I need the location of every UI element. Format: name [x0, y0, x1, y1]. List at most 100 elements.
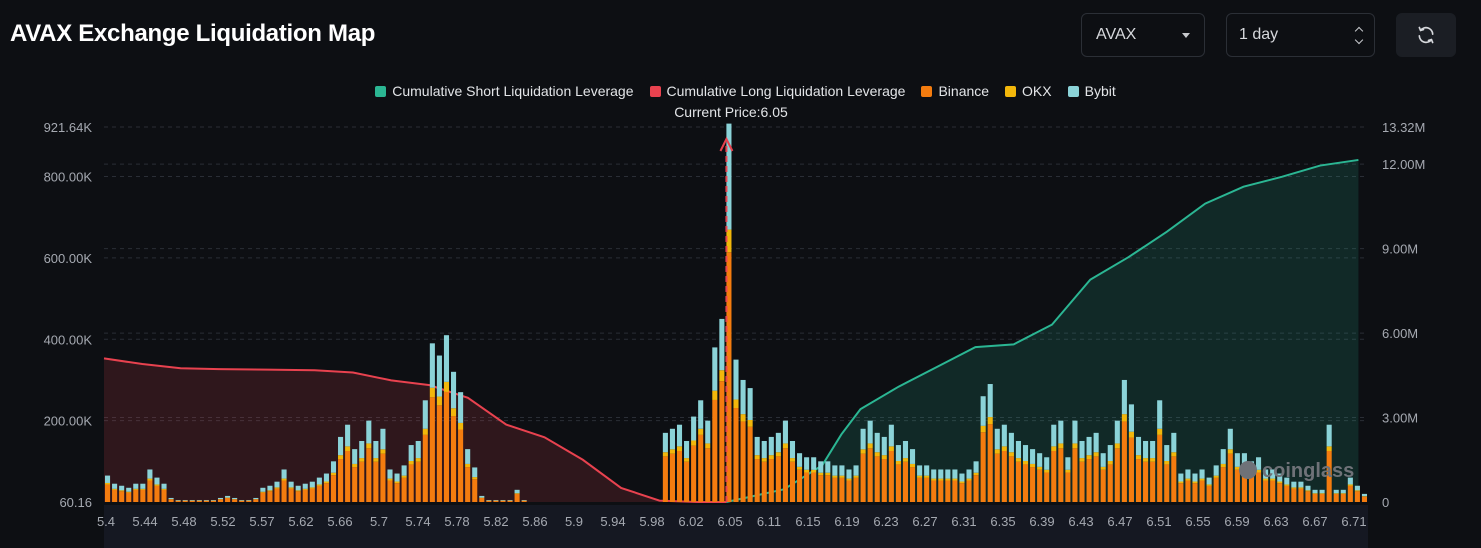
bar-okx: [1185, 478, 1191, 481]
bar-binance: [210, 500, 216, 502]
bar-bybit: [761, 440, 767, 459]
bar-okx: [436, 396, 442, 406]
bar-bybit: [267, 485, 273, 491]
range-select[interactable]: 1 day: [1226, 13, 1375, 57]
bar-okx: [952, 478, 958, 481]
bar-binance: [1298, 488, 1304, 502]
bar-bybit: [825, 461, 831, 473]
bar-bybit: [472, 467, 478, 478]
bar-okx: [818, 472, 824, 476]
bar-binance: [514, 493, 520, 502]
bar-bybit: [1178, 473, 1184, 482]
bar-binance: [1058, 448, 1064, 502]
bar-okx: [1022, 461, 1029, 465]
bar-binance: [133, 489, 139, 502]
bar-binance: [1065, 472, 1071, 502]
bar-bybit: [288, 481, 294, 488]
bar-okx: [429, 387, 435, 398]
bar-bybit: [465, 449, 471, 464]
bar-bybit: [1022, 445, 1029, 462]
bar-binance: [330, 475, 337, 502]
bar-bybit: [726, 123, 732, 230]
bar-binance: [1150, 461, 1156, 502]
bar-bybit: [253, 497, 259, 500]
bar-binance: [895, 464, 901, 502]
bar-binance: [1354, 491, 1360, 502]
bar-binance: [1256, 472, 1262, 502]
bar-binance: [931, 480, 937, 502]
bar-binance: [345, 450, 351, 502]
bar-bybit: [246, 499, 252, 501]
bar-binance: [189, 500, 195, 502]
bar-binance: [104, 484, 111, 502]
bar-binance: [507, 500, 513, 502]
bar-bybit: [1008, 432, 1014, 453]
bar-bybit: [1256, 457, 1262, 470]
bar-binance: [994, 453, 1000, 502]
bar-binance: [161, 489, 167, 502]
coin-select[interactable]: AVAX: [1081, 13, 1205, 57]
bar-okx: [1206, 484, 1212, 486]
bar-bybit: [1107, 445, 1113, 462]
bar-binance: [669, 453, 675, 502]
bar-okx: [1058, 443, 1064, 449]
bar-binance: [782, 448, 788, 502]
legend-item[interactable]: Bybit: [1067, 83, 1116, 99]
bar-binance: [874, 456, 880, 502]
bar-bybit: [189, 499, 195, 501]
bar-binance: [726, 252, 732, 502]
bar-bybit: [676, 424, 683, 447]
current-price-label: Current Price:6.05: [674, 104, 788, 120]
x-axis-band: [104, 505, 1368, 548]
bar-bybit: [1058, 420, 1064, 444]
bar-okx: [1008, 452, 1014, 457]
bar-bybit: [274, 481, 280, 488]
bar-binance: [789, 461, 796, 502]
bar-okx: [966, 478, 972, 481]
bar-bybit: [479, 495, 485, 498]
bar-okx: [747, 419, 753, 427]
bar-binance: [352, 467, 358, 502]
bar-bybit: [797, 453, 803, 467]
bar-bybit: [168, 497, 174, 500]
bar-binance: [1234, 469, 1240, 502]
bar-bybit: [140, 483, 146, 489]
bar-bybit: [1213, 465, 1219, 476]
bar-binance: [225, 497, 231, 502]
bar-okx: [860, 449, 866, 454]
legend-item[interactable]: OKX: [1005, 83, 1052, 99]
bar-okx: [366, 443, 372, 449]
legend-label: Binance: [938, 83, 990, 99]
x-tick-label: 5.52: [210, 514, 235, 529]
bar-okx: [450, 408, 457, 417]
bar-binance: [775, 456, 781, 502]
x-tick-label: 6.47: [1107, 514, 1132, 529]
refresh-button[interactable]: [1396, 13, 1456, 57]
legend-label: Cumulative Short Liquidation Leverage: [392, 83, 634, 99]
bar-okx: [1220, 463, 1226, 468]
bar-bybit: [698, 400, 704, 429]
legend-item[interactable]: Binance: [921, 83, 989, 99]
bar-binance: [846, 480, 852, 502]
bar-okx: [740, 414, 746, 422]
bar-okx: [754, 455, 760, 460]
bar-bybit: [1079, 440, 1085, 459]
bar-bybit: [1241, 453, 1247, 467]
bar-bybit: [175, 499, 181, 501]
bar-binance: [917, 477, 923, 502]
bar-binance: [1037, 469, 1043, 502]
bar-bybit: [1263, 469, 1269, 479]
bar-bybit: [931, 469, 937, 479]
bar-bybit: [747, 388, 753, 420]
bar-binance: [1192, 483, 1198, 502]
bar-bybit: [119, 485, 125, 491]
bar-okx: [705, 443, 711, 449]
bar-bybit: [1121, 379, 1127, 415]
bar-okx: [804, 469, 810, 473]
bar-binance: [1072, 448, 1078, 502]
bar-bybit: [1227, 428, 1233, 450]
bar-binance: [761, 461, 767, 502]
legend-item[interactable]: Cumulative Long Liquidation Leverage: [649, 83, 905, 99]
legend-item[interactable]: Cumulative Short Liquidation Leverage: [375, 83, 634, 99]
x-tick-label: 5.44: [132, 514, 157, 529]
